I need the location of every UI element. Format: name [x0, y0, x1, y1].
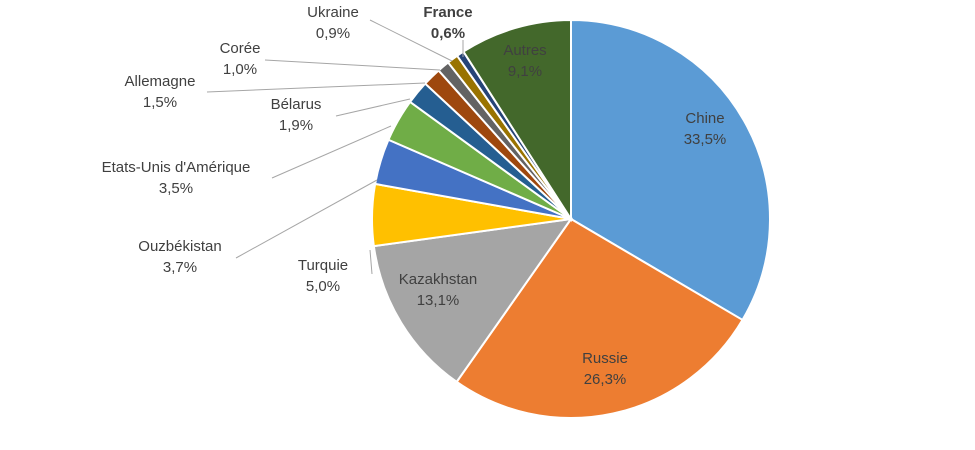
slice-label-belarus: Bélarus [271, 96, 322, 113]
slice-label-allemagne: Allemagne [125, 73, 196, 90]
slice-label-autres: Autres [503, 42, 546, 59]
slice-value-ouzbekistan: 3,7% [163, 259, 197, 276]
leader-line-allemagne [206, 82, 426, 93]
leader-line-ukraine [369, 19, 453, 62]
pie-slice-autres [462, 18, 572, 223]
pie-slice-russie [455, 217, 744, 419]
slice-value-russie: 26,3% [584, 371, 627, 388]
slice-label-ouzbekistan: Ouzbékistan [138, 238, 221, 255]
slice-label-france: France [423, 4, 472, 21]
slice-value-chine: 33,5% [684, 131, 727, 148]
slice-label-kazakhstan: Kazakhstan [399, 271, 477, 288]
slice-value-autres: 9,1% [508, 63, 542, 80]
pie-slice-chine [570, 18, 771, 322]
leader-line-turquie [369, 249, 373, 275]
slice-labels: Chine 33,5% Russie 26,3% Kazakhstan 13,1% Turq… [102, 4, 727, 388]
slice-label-chine: Chine [685, 110, 724, 127]
slice-label-turquie: Turquie [298, 257, 348, 274]
slice-value-allemagne: 1,5% [143, 94, 177, 111]
leader-lines [206, 19, 464, 275]
leader-line-ouzbekistan [235, 179, 378, 259]
slice-value-coree: 1,0% [223, 61, 257, 78]
leader-line-coree [264, 59, 441, 71]
slice-label-russie: Russie [582, 350, 628, 367]
slice-value-belarus: 1,9% [279, 117, 313, 134]
slice-value-kazakhstan: 13,1% [417, 292, 460, 309]
leader-line-belarus [335, 98, 411, 117]
slice-label-coree: Corée [220, 40, 261, 57]
slice-label-etats-unis-d-amerique: Etats-Unis d'Amérique [102, 159, 251, 176]
slice-value-ukraine: 0,9% [316, 25, 350, 42]
pie-slices [371, 18, 771, 419]
slice-label-ukraine: Ukraine [307, 4, 359, 21]
leader-line-etats-unis-d-amerique [271, 125, 392, 179]
slice-value-etats-unis-d-amerique: 3,5% [159, 180, 193, 197]
slice-value-france: 0,6% [431, 25, 465, 42]
pie-slice-kazakhstan [372, 217, 574, 384]
slice-value-turquie: 5,0% [306, 278, 340, 295]
